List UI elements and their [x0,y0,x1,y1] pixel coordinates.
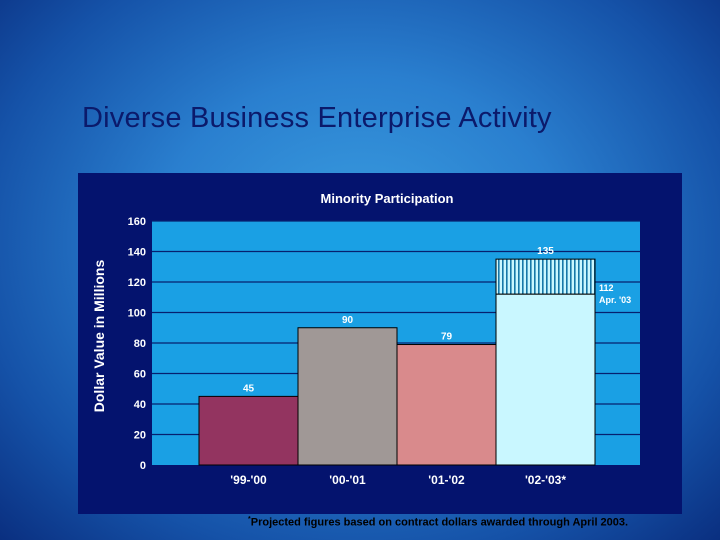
bar [198,395,299,466]
y-axis-label: Dollar Value in Millions [91,260,107,413]
x-tick-label: '99-'00 [230,473,267,487]
y-tick-label: 0 [140,460,146,472]
data-label: 135 [537,246,554,257]
bar-chart: Minority Participation Dollar Value in M… [91,191,640,487]
y-tick-label: 160 [128,216,146,228]
y-tick-label: 20 [134,430,146,442]
chart-panel: Minority Participation Dollar Value in M… [78,173,682,514]
data-label: 79 [441,332,453,343]
x-tick-label: '00-'01 [329,473,366,487]
y-tick-label: 80 [134,338,146,350]
y-tick-label: 120 [128,277,146,289]
bar [495,293,596,466]
data-label: 45 [243,383,255,394]
partial-value-label: 112 [599,283,614,293]
footnote-text: Projected figures based on contract doll… [250,516,629,529]
y-tick-label: 140 [128,247,146,259]
data-label: 90 [342,315,354,326]
y-tick-label: 60 [134,369,146,381]
x-tick-label: '01-'02 [428,473,465,487]
chart-title: Minority Participation [321,191,454,206]
x-tick-label: '02-'03* [525,473,566,487]
footnote-marker: * [248,516,251,523]
bar [396,344,497,466]
bar [297,327,398,466]
y-tick-label: 100 [128,308,146,320]
slide-title: Diverse Business Enterprise Activity [82,102,552,134]
footnote: *Projected figures based on contract dol… [248,516,628,529]
bar-projected-segment [495,258,596,295]
partial-date-label: Apr. '03 [599,295,631,305]
y-tick-label: 40 [134,399,146,411]
